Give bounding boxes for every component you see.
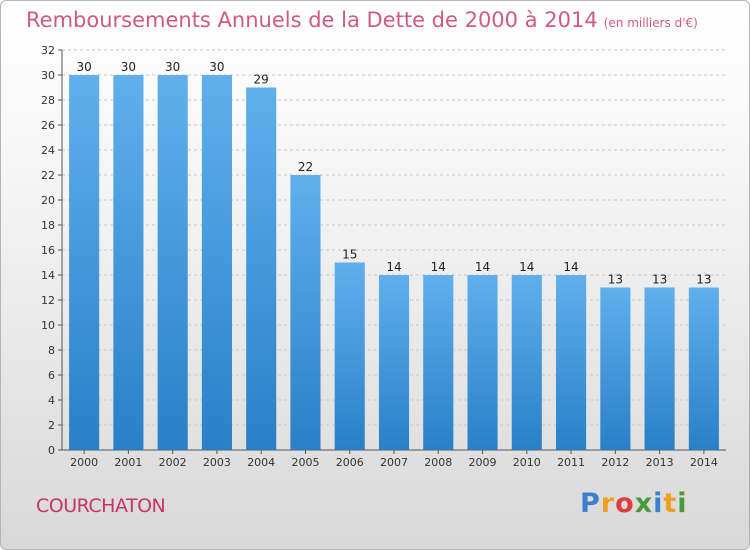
y-tick-label: 2	[48, 419, 55, 432]
x-tick-label: 2004	[247, 456, 275, 469]
bar	[69, 75, 100, 450]
y-tick-label: 12	[41, 294, 55, 307]
logo-letter: i	[653, 488, 664, 519]
data-label: 13	[652, 273, 667, 287]
data-label: 14	[519, 260, 534, 274]
y-tick-label: 26	[41, 119, 55, 132]
y-tick-label: 8	[48, 344, 55, 357]
bar	[334, 262, 365, 450]
x-tick-label: 2012	[601, 456, 629, 469]
title-text: Remboursements Annuels de la Dette de 20…	[26, 8, 598, 32]
bar	[157, 75, 188, 450]
x-tick-label: 2013	[646, 456, 674, 469]
bars	[69, 75, 719, 450]
x-tick-label: 2008	[424, 456, 452, 469]
x-tick-label: 2007	[380, 456, 408, 469]
y-tick-label: 28	[41, 94, 55, 107]
y-tick-label: 22	[41, 169, 55, 182]
data-label: 30	[209, 60, 224, 74]
data-label: 13	[696, 273, 711, 287]
unit-note: (en milliers d'€)	[603, 16, 698, 30]
bar	[246, 87, 277, 450]
bar	[688, 287, 719, 450]
bar	[467, 275, 498, 450]
bar	[113, 75, 144, 450]
y-tick-label: 10	[41, 319, 55, 332]
x-tick-label: 2006	[336, 456, 364, 469]
data-label: 14	[563, 260, 578, 274]
y-tick-label: 6	[48, 369, 55, 382]
bar	[290, 175, 321, 450]
x-tick-label: 2009	[469, 456, 497, 469]
data-label: 14	[475, 260, 490, 274]
logo-letter: x	[634, 488, 654, 519]
y-tick-label: 0	[48, 444, 55, 457]
bar	[378, 275, 410, 450]
data-label: 14	[431, 260, 446, 274]
data-label: 29	[254, 73, 269, 87]
bar	[600, 287, 631, 450]
logo-letter: t	[663, 488, 678, 519]
chart-title: Remboursements Annuels de la Dette de 20…	[26, 8, 698, 32]
logo-letter: P	[580, 488, 601, 519]
bar	[644, 287, 675, 450]
data-label: 30	[165, 60, 180, 74]
bar	[556, 275, 587, 450]
x-tick-label: 2010	[513, 456, 541, 469]
logo-letter: o	[615, 488, 635, 519]
logo-letter: i	[677, 488, 688, 519]
x-tick-label: 2014	[690, 456, 718, 469]
y-tick-label: 32	[41, 44, 55, 57]
bar	[201, 75, 232, 450]
data-label: 22	[298, 160, 313, 174]
x-tick-label: 2000	[70, 456, 98, 469]
bar	[423, 275, 454, 450]
logo-letter: r	[600, 488, 616, 519]
x-tick-label: 2005	[291, 456, 319, 469]
y-tick-label: 4	[48, 394, 55, 407]
data-label: 14	[386, 260, 401, 274]
data-label: 15	[342, 248, 357, 262]
data-label: 13	[608, 273, 623, 287]
x-tick-label: 2001	[114, 456, 142, 469]
y-tick-label: 14	[41, 269, 55, 282]
y-tick-label: 20	[41, 194, 55, 207]
x-tick-label: 2002	[159, 456, 187, 469]
labels: 0246810121416182022242628303230200030200…	[41, 44, 718, 469]
data-label: 30	[121, 60, 136, 74]
y-tick-label: 18	[41, 219, 55, 232]
bar	[511, 275, 542, 450]
y-tick-label: 16	[41, 244, 55, 257]
data-label: 30	[76, 60, 91, 74]
y-tick-label: 30	[41, 69, 55, 82]
x-tick-label: 2003	[203, 456, 231, 469]
proxiti-logo: Proxiti	[580, 488, 688, 519]
x-tick-label: 2011	[557, 456, 585, 469]
y-tick-label: 24	[41, 144, 55, 157]
commune-name: COURCHATON	[36, 495, 166, 517]
